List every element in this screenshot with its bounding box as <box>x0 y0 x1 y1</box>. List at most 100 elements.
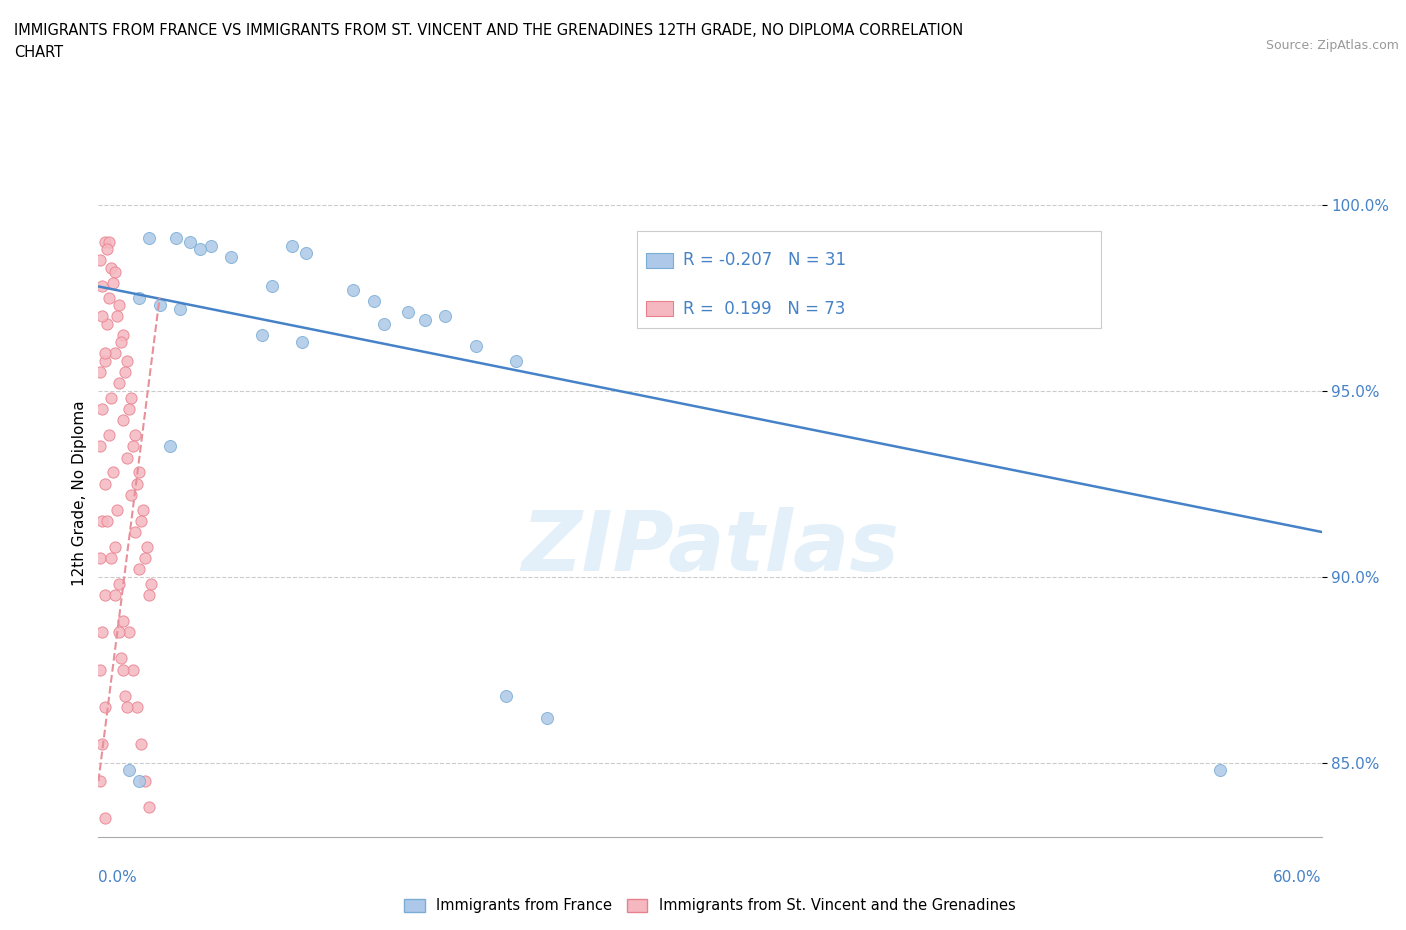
Text: ZIPatlas: ZIPatlas <box>522 508 898 589</box>
Point <box>132 502 155 517</box>
Point <box>219 249 242 264</box>
Point <box>179 234 201 249</box>
Point <box>342 283 364 298</box>
Point <box>108 376 131 391</box>
Point <box>134 774 156 789</box>
Point <box>97 290 120 305</box>
Point <box>93 588 115 603</box>
Point <box>124 525 146 539</box>
Point <box>89 439 111 454</box>
Point <box>91 279 114 294</box>
Point <box>127 699 149 714</box>
Point <box>141 577 163 591</box>
Point <box>114 365 136 379</box>
Point <box>111 413 134 428</box>
Point <box>291 335 314 350</box>
Point <box>122 439 145 454</box>
Text: R =  0.199   N = 73: R = 0.199 N = 73 <box>683 299 845 318</box>
Point <box>91 737 114 751</box>
Point <box>93 234 115 249</box>
Point <box>91 625 114 640</box>
Point <box>114 688 136 703</box>
Point <box>188 242 212 257</box>
Point <box>108 577 131 591</box>
Point <box>104 588 127 603</box>
Text: 60.0%: 60.0% <box>1274 870 1322 885</box>
Point <box>104 346 127 361</box>
Point <box>89 253 111 268</box>
Point <box>250 327 273 342</box>
Point <box>373 316 395 331</box>
Point <box>91 309 114 324</box>
Point <box>93 811 115 826</box>
Point <box>104 539 127 554</box>
Text: IMMIGRANTS FROM FRANCE VS IMMIGRANTS FROM ST. VINCENT AND THE GRENADINES 12TH GR: IMMIGRANTS FROM FRANCE VS IMMIGRANTS FRO… <box>14 23 963 38</box>
Point <box>363 294 385 309</box>
Point <box>89 365 111 379</box>
Point <box>96 513 118 528</box>
Point <box>159 439 181 454</box>
Point <box>974 234 997 249</box>
Point <box>138 800 160 815</box>
Point <box>89 774 111 789</box>
Point <box>89 662 111 677</box>
Point <box>105 309 128 324</box>
Point <box>433 309 456 324</box>
Point <box>105 502 128 517</box>
Point <box>128 774 150 789</box>
Point <box>128 290 150 305</box>
Point <box>91 848 114 863</box>
Point <box>295 246 318 260</box>
Point <box>93 353 115 368</box>
Point <box>943 242 966 257</box>
Point <box>91 513 114 528</box>
Point <box>118 402 141 417</box>
Point <box>96 316 118 331</box>
Point <box>115 353 138 368</box>
Point <box>505 353 527 368</box>
Point <box>128 465 150 480</box>
Point <box>396 305 419 320</box>
Point <box>129 737 152 751</box>
Y-axis label: 12th Grade, No Diploma: 12th Grade, No Diploma <box>72 400 87 586</box>
Point <box>260 279 283 294</box>
Point <box>93 346 115 361</box>
Text: Source: ZipAtlas.com: Source: ZipAtlas.com <box>1265 39 1399 52</box>
Point <box>200 238 222 253</box>
Point <box>122 662 145 677</box>
Point <box>111 614 134 629</box>
Point <box>101 275 124 290</box>
Point <box>100 260 122 275</box>
Point <box>149 298 172 312</box>
Point <box>138 588 160 603</box>
Point <box>100 551 122 565</box>
Point <box>495 688 517 703</box>
Point <box>93 699 115 714</box>
Point <box>108 298 131 312</box>
Point <box>138 231 160 246</box>
Point <box>115 450 138 465</box>
Point <box>129 513 152 528</box>
Point <box>124 428 146 443</box>
Point <box>536 711 558 725</box>
Point <box>104 264 127 279</box>
Point <box>97 428 120 443</box>
Point <box>118 625 141 640</box>
Point <box>93 476 115 491</box>
Point <box>281 238 304 253</box>
Point <box>89 551 111 565</box>
Point <box>128 562 150 577</box>
Point <box>127 476 149 491</box>
Point <box>118 763 141 777</box>
Point <box>91 402 114 417</box>
Legend: Immigrants from France, Immigrants from St. Vincent and the Grenadines: Immigrants from France, Immigrants from … <box>398 893 1022 919</box>
Point <box>134 551 156 565</box>
Point <box>96 242 118 257</box>
Point <box>120 391 142 405</box>
Point <box>111 662 134 677</box>
Point <box>110 651 132 666</box>
Point <box>110 335 132 350</box>
Point <box>97 234 120 249</box>
Point <box>136 539 159 554</box>
Point <box>413 312 436 327</box>
